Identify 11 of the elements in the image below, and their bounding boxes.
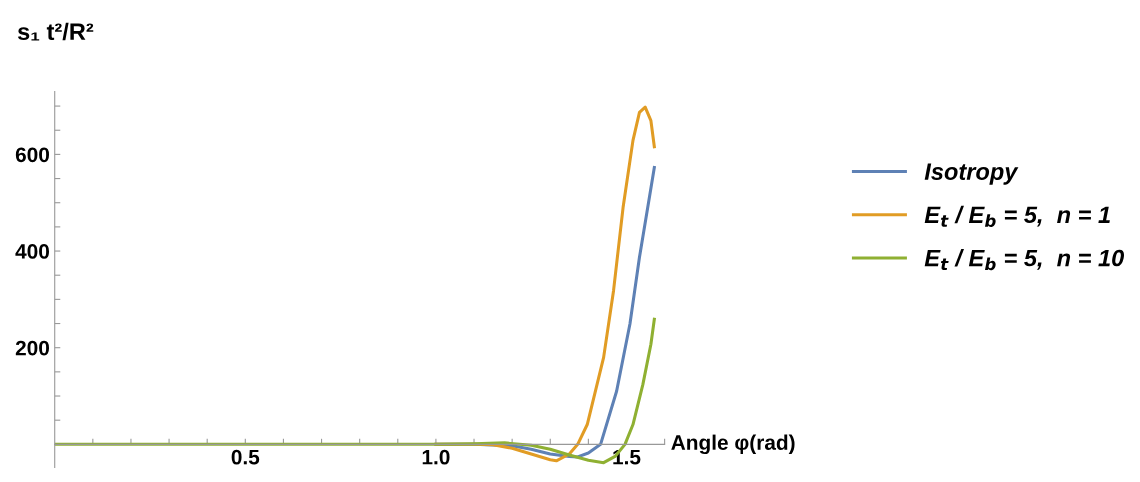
line-series <box>54 317 656 465</box>
x-tick-label: 1.0 <box>422 449 450 465</box>
y-tick-label: 600 <box>15 147 50 163</box>
y-tick-label: 400 <box>15 244 50 259</box>
y-tick-label: 200 <box>15 340 50 356</box>
y-axis-title: s₁ t²/R² <box>17 22 94 41</box>
legend-label: E$_{t}$ / E$_{b}$ = 5, n = 1 <box>924 205 1110 227</box>
legend-label: E$_{t}$ / E$_{b}$ = 5, n = 10 <box>924 249 1125 271</box>
x-axis-title: Angle φ(rad) <box>671 434 795 455</box>
x-tick-label: 0.5 <box>231 449 260 465</box>
legend-label: Isotropy <box>924 163 1019 185</box>
